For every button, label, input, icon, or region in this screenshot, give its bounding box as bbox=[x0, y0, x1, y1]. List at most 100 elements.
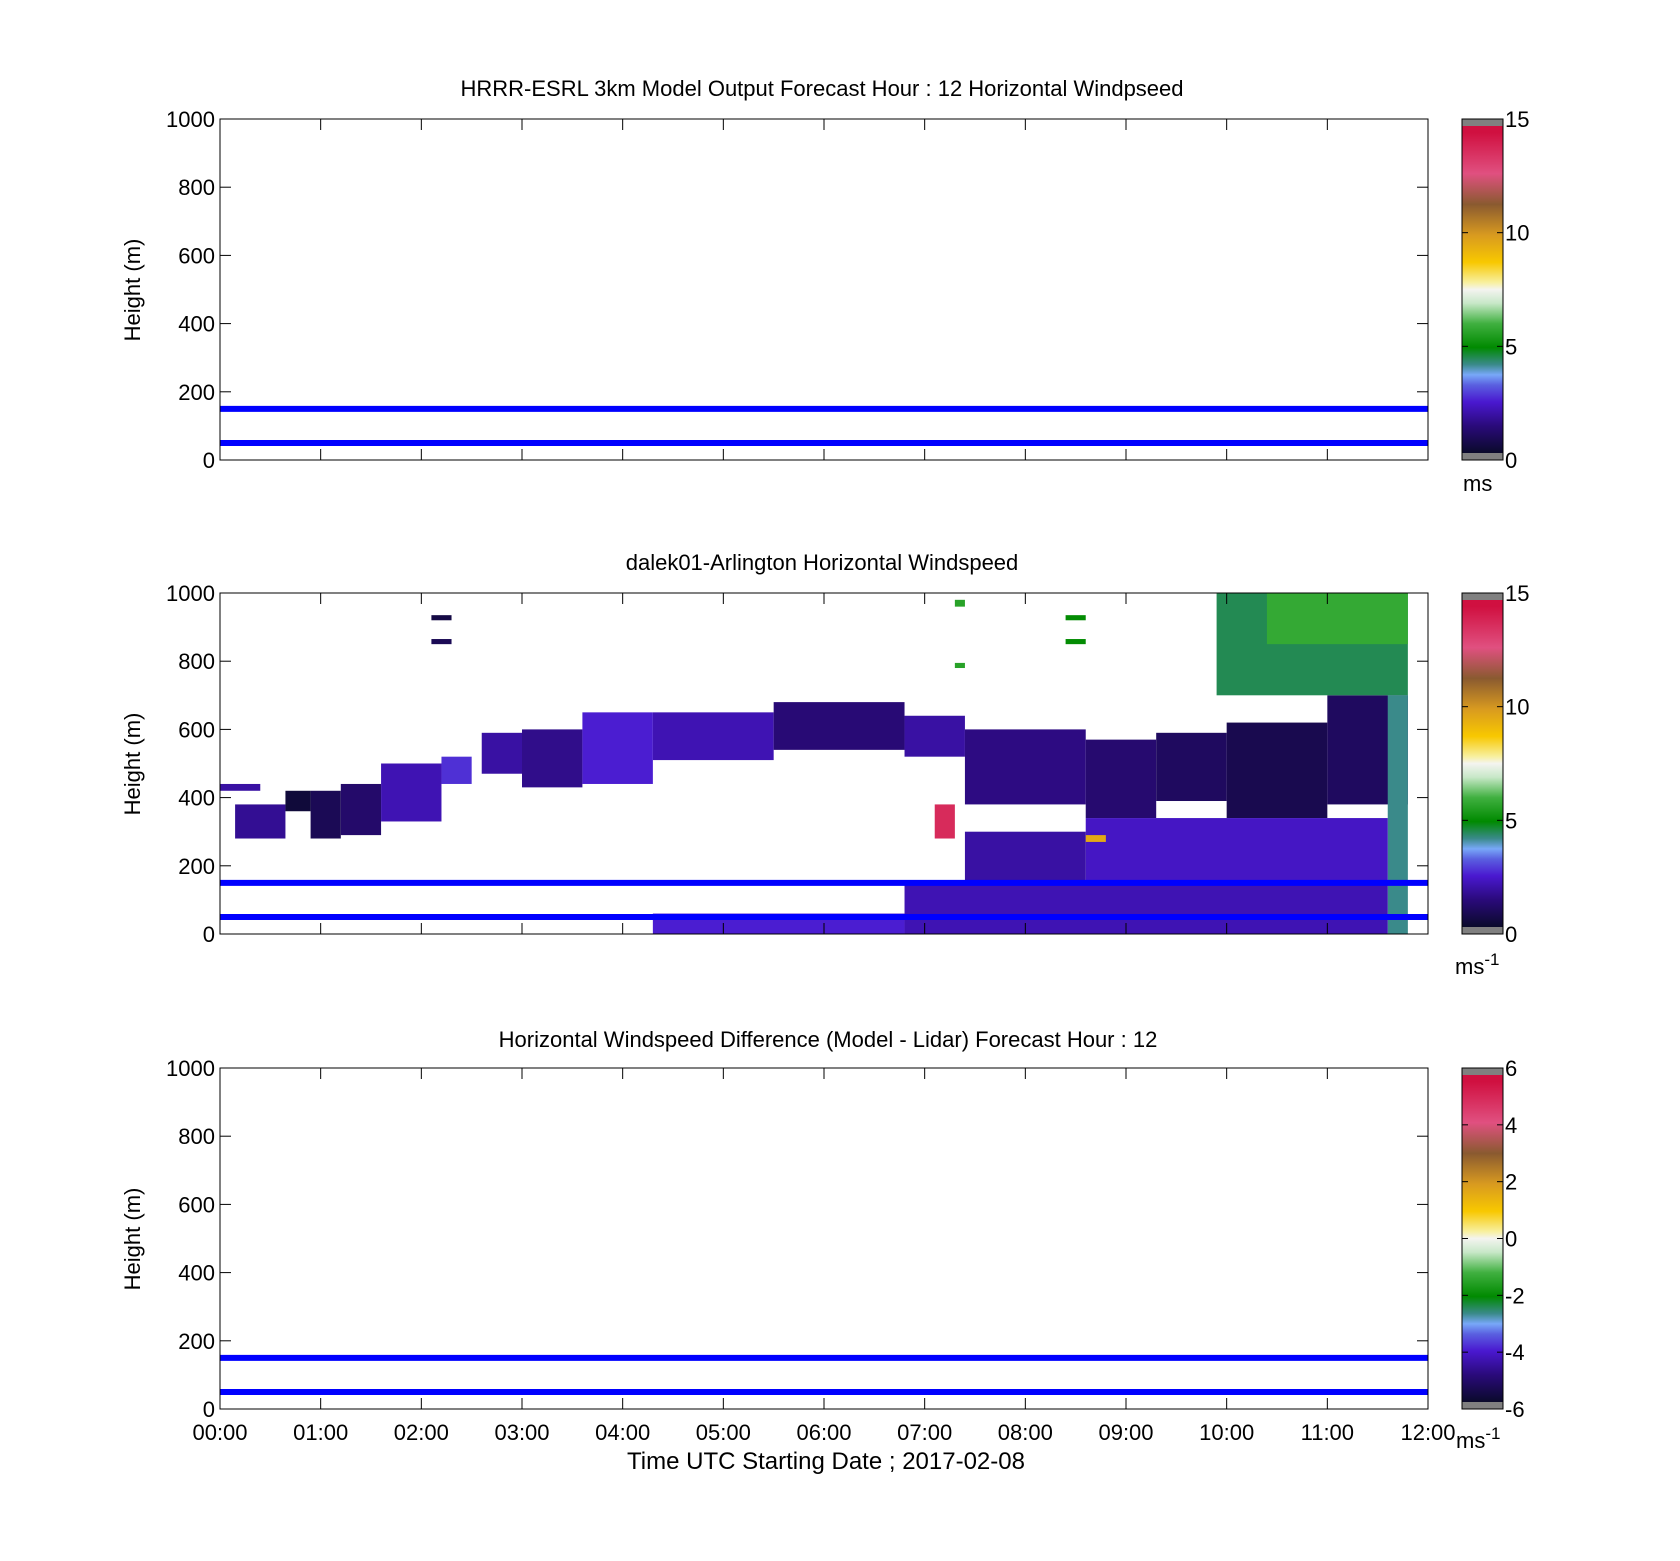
colorbar-tick-label: 5 bbox=[1505, 334, 1517, 359]
heatmap-cell bbox=[1065, 615, 1086, 621]
heatmap-cell bbox=[954, 662, 965, 669]
y-tick-label: 400 bbox=[178, 1261, 215, 1286]
y-axis-label: Height (m) bbox=[120, 713, 145, 816]
heatmap-cell bbox=[441, 756, 472, 784]
colorbar: 0 5 10 15 ms-1 bbox=[1455, 581, 1529, 979]
panel-title: Horizontal Windspeed Difference (Model -… bbox=[499, 1027, 1158, 1052]
heatmap-cell bbox=[285, 790, 311, 812]
plot-area bbox=[220, 1068, 1428, 1409]
y-ticks: 0 200 400 600 800 1000 bbox=[166, 1056, 1428, 1422]
heatmap-cell bbox=[934, 804, 955, 839]
x-ticks: 00:00 01:00 02:00 03:00 04:00 05:00 06:00 07:00… bbox=[192, 1068, 1456, 1445]
y-tick-label: 400 bbox=[178, 312, 215, 337]
colorbar-bar bbox=[1461, 1067, 1504, 1410]
x-tick-label: 06:00 bbox=[796, 1420, 851, 1445]
y-tick-label: 200 bbox=[178, 854, 215, 879]
x-tick-label: 09:00 bbox=[1098, 1420, 1153, 1445]
reference-lines bbox=[220, 1354, 1428, 1395]
colorbar-tick-label: 0 bbox=[1505, 1227, 1517, 1252]
colorbar-tick-label: -2 bbox=[1505, 1283, 1525, 1308]
colorbar-unit-exp: -1 bbox=[1484, 950, 1499, 969]
heatmap-cell bbox=[1065, 639, 1086, 645]
x-tick-label: 12:00 bbox=[1400, 1420, 1455, 1445]
heatmap-cell bbox=[964, 831, 1086, 883]
colorbar-tick-label: 2 bbox=[1505, 1170, 1517, 1195]
heatmap-cell bbox=[904, 715, 965, 757]
heatmap-cell bbox=[1085, 835, 1106, 842]
y-axis-label: Height (m) bbox=[120, 1188, 145, 1291]
colorbar-tick-label: -4 bbox=[1505, 1340, 1525, 1365]
x-ticks bbox=[219, 119, 1429, 460]
heatmap-cells bbox=[220, 593, 1408, 934]
reference-lines bbox=[220, 405, 1428, 446]
plot-area bbox=[220, 119, 1428, 460]
x-tick-label: 03:00 bbox=[494, 1420, 549, 1445]
colorbar-tick-label: 5 bbox=[1505, 808, 1517, 833]
y-tick-label: 0 bbox=[203, 922, 215, 947]
colorbar-unit: ms-1 bbox=[1455, 950, 1499, 979]
y-tick-label: 800 bbox=[178, 1124, 215, 1149]
y-ticks: 0 200 400 600 800 1000 bbox=[166, 581, 1428, 947]
colorbar-ticks: 0 5 10 15 bbox=[1462, 581, 1529, 947]
heatmap-cell bbox=[1387, 695, 1408, 934]
y-tick-label: 600 bbox=[178, 717, 215, 742]
panel-title: dalek01-Arlington Horizontal Windspeed bbox=[626, 550, 1019, 575]
y-tick-label: 200 bbox=[178, 1329, 215, 1354]
x-tick-label: 11:00 bbox=[1301, 1420, 1354, 1445]
y-tick-label: 0 bbox=[203, 1397, 215, 1422]
panel-lidar: dalek01-Arlington Horizontal Windspeed 0… bbox=[120, 550, 1529, 979]
colorbar: 0 5 10 15 ms bbox=[1461, 107, 1529, 496]
heatmap-cell bbox=[220, 783, 261, 791]
y-tick-label: 1000 bbox=[166, 1056, 215, 1081]
heatmap-cell bbox=[954, 599, 965, 607]
heatmap-cell bbox=[235, 804, 286, 839]
panel-title: HRRR-ESRL 3km Model Output Forecast Hour… bbox=[460, 76, 1183, 101]
x-tick-label: 04:00 bbox=[595, 1420, 650, 1445]
heatmap-cell bbox=[773, 702, 905, 750]
colorbar-unit-base: ms bbox=[1455, 954, 1484, 979]
colorbar-tick-label: 15 bbox=[1505, 581, 1529, 606]
x-ticks bbox=[219, 593, 1429, 934]
colorbar-tick-label: 6 bbox=[1505, 1056, 1517, 1081]
y-ticks: 0 200 400 600 800 1000 bbox=[166, 107, 1428, 473]
y-tick-label: 600 bbox=[178, 243, 215, 268]
heatmap-cell bbox=[904, 882, 1388, 934]
x-tick-label: 10:00 bbox=[1199, 1420, 1254, 1445]
y-tick-label: 1000 bbox=[166, 581, 215, 606]
x-tick-label: 01:00 bbox=[293, 1420, 348, 1445]
heatmap-cell bbox=[1266, 593, 1408, 645]
colorbar-tick-label: 15 bbox=[1505, 107, 1529, 132]
heatmap-cell bbox=[1085, 818, 1388, 883]
heatmap-cell bbox=[431, 639, 452, 645]
y-tick-label: 400 bbox=[178, 786, 215, 811]
y-tick-label: 200 bbox=[178, 380, 215, 405]
colorbar-unit-exp: -1 bbox=[1485, 1424, 1500, 1443]
heatmap-cell bbox=[522, 729, 583, 788]
heatmap-cell bbox=[381, 763, 442, 822]
x-tick-label: 07:00 bbox=[897, 1420, 952, 1445]
y-tick-label: 0 bbox=[203, 448, 215, 473]
colorbar-tick-label: -6 bbox=[1505, 1397, 1525, 1422]
colorbar-ticks: -6 -4 -2 0 2 4 6 bbox=[1462, 1056, 1525, 1422]
x-tick-label: 05:00 bbox=[696, 1420, 751, 1445]
y-tick-label: 1000 bbox=[166, 107, 215, 132]
y-tick-label: 800 bbox=[178, 649, 215, 674]
x-tick-label: 08:00 bbox=[998, 1420, 1053, 1445]
colorbar-tick-label: 0 bbox=[1505, 448, 1517, 473]
heatmap-cell bbox=[1156, 732, 1227, 802]
colorbar-unit: ms bbox=[1463, 471, 1492, 496]
colorbar-tick-label: 10 bbox=[1505, 695, 1529, 720]
heatmap-cell bbox=[431, 615, 452, 621]
colorbar-tick-label: 10 bbox=[1505, 221, 1529, 246]
panel-model: HRRR-ESRL 3km Model Output Forecast Hour… bbox=[120, 76, 1529, 496]
heatmap-cell bbox=[582, 712, 653, 784]
x-axis-label: Time UTC Starting Date ; 2017-02-08 bbox=[627, 1448, 1025, 1475]
colorbar: -6 -4 -2 0 2 4 6 ms-1 bbox=[1456, 1056, 1525, 1453]
panel-difference: Horizontal Windspeed Difference (Model -… bbox=[120, 1027, 1525, 1475]
colorbar-ticks: 0 5 10 15 bbox=[1462, 107, 1529, 473]
y-tick-label: 600 bbox=[178, 1192, 215, 1217]
heatmap-cell bbox=[310, 790, 341, 839]
heatmap-cell bbox=[652, 712, 774, 761]
colorbar-unit-base: ms bbox=[1456, 1428, 1485, 1453]
